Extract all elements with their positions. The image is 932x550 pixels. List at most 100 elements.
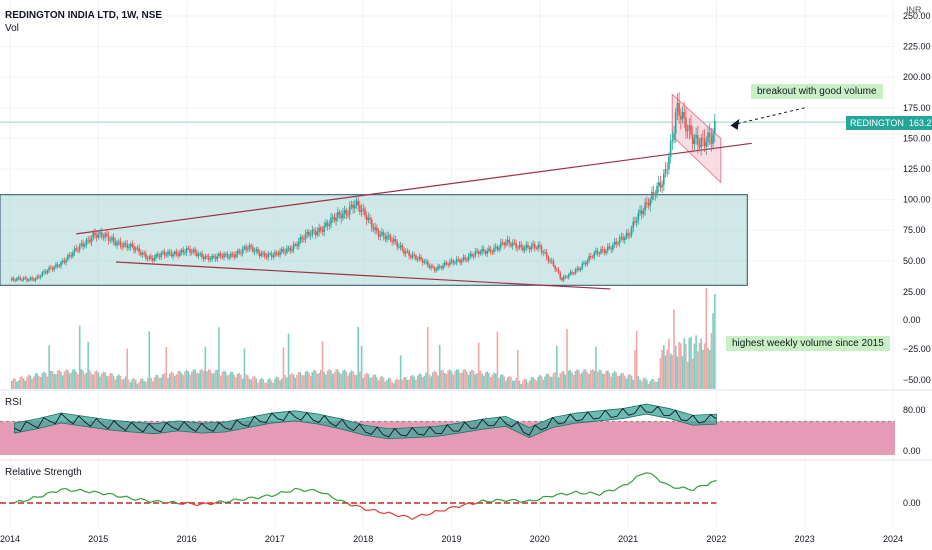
rs-segment	[28, 496, 34, 501]
candle-body	[703, 138, 706, 147]
volume-bar	[573, 374, 575, 389]
volume-bar	[472, 370, 475, 389]
candle-body	[104, 233, 106, 238]
volume-bar	[58, 369, 61, 389]
candle-body	[362, 208, 365, 210]
candle-body	[623, 237, 626, 241]
volume-bar	[384, 381, 387, 389]
volume-bar	[525, 379, 528, 389]
rs-segment	[533, 499, 539, 502]
volume-bar	[31, 378, 33, 389]
volume-bar	[663, 345, 665, 389]
volume-bar	[659, 358, 662, 389]
candle-body	[16, 278, 18, 281]
candle-body	[238, 250, 241, 253]
candle-body	[386, 235, 388, 240]
volume-bar	[362, 377, 365, 389]
volume-bar	[55, 374, 57, 389]
volume-bar	[141, 378, 144, 389]
rs-segment	[215, 500, 221, 504]
volume-bar	[467, 374, 470, 389]
candle-body	[338, 212, 341, 215]
volume-bar	[544, 376, 546, 389]
volume-bar	[651, 379, 653, 389]
price-y-tick-label: 250.00	[903, 11, 931, 21]
volume-bar	[691, 358, 694, 389]
volume-bar	[707, 348, 709, 389]
candle-body	[258, 252, 261, 257]
volume-bar	[700, 338, 702, 389]
volume-bar	[189, 374, 191, 389]
rs-segment	[65, 487, 71, 492]
volume-bar	[574, 371, 577, 389]
rs-segment	[613, 487, 619, 492]
candle-body	[656, 185, 658, 195]
candle-body	[267, 253, 269, 258]
candle-body	[608, 246, 611, 249]
candle-body	[449, 261, 451, 265]
volume-bar	[647, 383, 650, 389]
x-tick-label: 2015	[88, 534, 108, 544]
candle-body	[411, 254, 414, 258]
volume-bar	[481, 373, 483, 389]
volume-bar	[615, 372, 618, 389]
volume-bar	[454, 371, 456, 389]
volume-bar	[192, 369, 195, 389]
volume-bar	[435, 371, 438, 389]
rs-segment	[164, 502, 169, 505]
candle-body	[452, 260, 455, 264]
volume-bar	[584, 369, 587, 389]
candle-body	[311, 229, 314, 235]
volume-bar	[303, 375, 305, 389]
candle-body	[357, 200, 359, 206]
candle-body	[474, 251, 477, 256]
candle-body	[158, 256, 161, 258]
volume-bar	[263, 382, 266, 389]
rs-segment	[421, 513, 427, 516]
candle-body	[571, 272, 573, 274]
candle-body	[320, 227, 322, 231]
volume-bar	[510, 376, 512, 389]
candle-body	[450, 260, 453, 262]
volume-bar	[286, 377, 288, 389]
volume-bar	[552, 373, 555, 389]
volume-bar	[379, 377, 382, 389]
candle-body	[75, 248, 78, 250]
rs-segment	[18, 499, 24, 503]
price-y-tick-label: 225.00	[903, 42, 931, 52]
candle-body	[413, 254, 416, 256]
volume-bar	[678, 341, 680, 389]
x-tick-label: 2019	[441, 534, 461, 544]
volume-bar	[696, 351, 699, 389]
x-tick-label: 2022	[706, 534, 726, 544]
candle-body	[316, 231, 319, 235]
rs-segment	[646, 472, 651, 475]
rs-segment	[304, 489, 310, 493]
rsi-y-tick-label: 80.00	[903, 405, 926, 415]
volume-bar	[336, 369, 339, 389]
volume-label: Vol	[5, 23, 19, 34]
volume-bar	[323, 371, 326, 389]
candle-body	[199, 253, 202, 255]
candle-body	[661, 184, 663, 188]
volume-bar	[437, 375, 439, 389]
candle-body	[418, 256, 421, 260]
volume-bar	[406, 379, 409, 389]
rs-segment	[121, 495, 127, 498]
x-tick-label: 2017	[265, 534, 285, 544]
rs-segment	[589, 491, 595, 495]
volume-bar	[654, 381, 657, 389]
volume-bar	[535, 380, 538, 389]
volume-bar	[428, 374, 431, 389]
volume-bar	[331, 373, 334, 389]
rs-segment	[594, 493, 600, 496]
candle-body	[664, 169, 667, 174]
candle-body	[102, 236, 105, 238]
rs-segment	[608, 489, 614, 492]
candle-body	[345, 210, 348, 215]
candle-body	[532, 244, 534, 246]
volume-bar	[450, 371, 453, 389]
rs-segment	[397, 514, 404, 518]
volume-bar	[566, 328, 568, 389]
